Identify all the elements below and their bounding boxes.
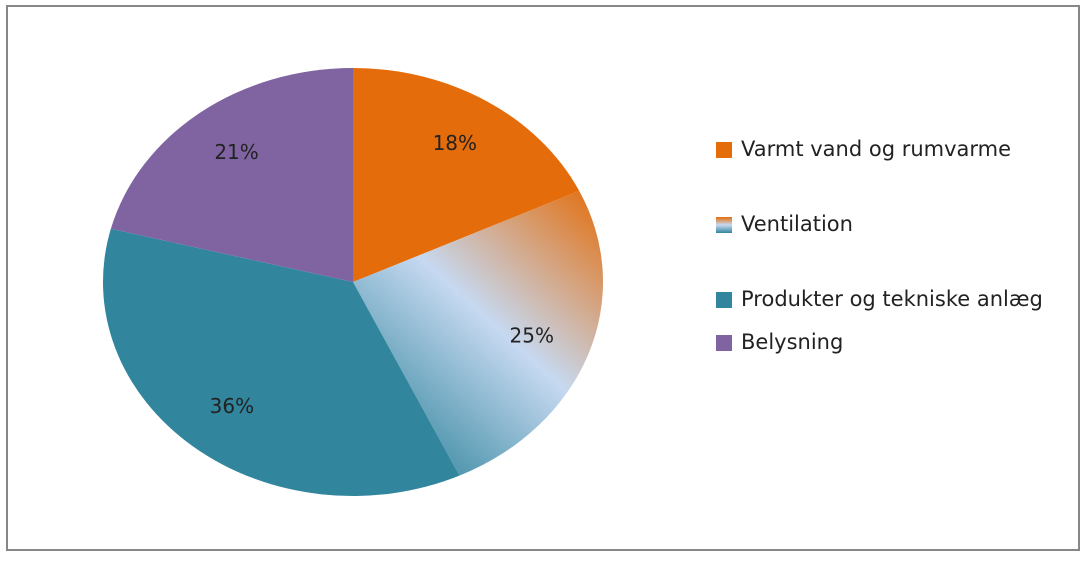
- pie-slice: [103, 228, 460, 497]
- legend-swatch: [716, 335, 732, 351]
- legend-item: Ventilation: [716, 209, 1046, 240]
- legend-item: Produkter og tekniske anlæg: [716, 284, 1046, 315]
- data-label: 25%: [510, 324, 554, 348]
- pie-slice: [110, 68, 353, 282]
- data-label: 18%: [433, 131, 477, 155]
- legend-label: Belysning: [741, 330, 844, 354]
- legend-swatch: [716, 142, 732, 158]
- legend-item: Belysning: [716, 327, 1046, 358]
- data-label: 36%: [210, 394, 254, 418]
- legend: Varmt vand og rumvarme Ventilation Produkt…: [716, 134, 1046, 402]
- legend-swatch: [716, 217, 732, 233]
- legend-swatch: [716, 292, 732, 308]
- pie-slice: [353, 68, 580, 282]
- chart-frame: [6, 5, 1080, 551]
- data-label: 21%: [214, 140, 258, 164]
- legend-label: Varmt vand og rumvarme: [741, 137, 1012, 161]
- legend-item: Varmt vand og rumvarme: [716, 134, 1046, 165]
- legend-label: Produkter og tekniske anlæg: [741, 287, 1043, 311]
- legend-label: Ventilation: [741, 212, 853, 236]
- pie-slice: [353, 190, 603, 476]
